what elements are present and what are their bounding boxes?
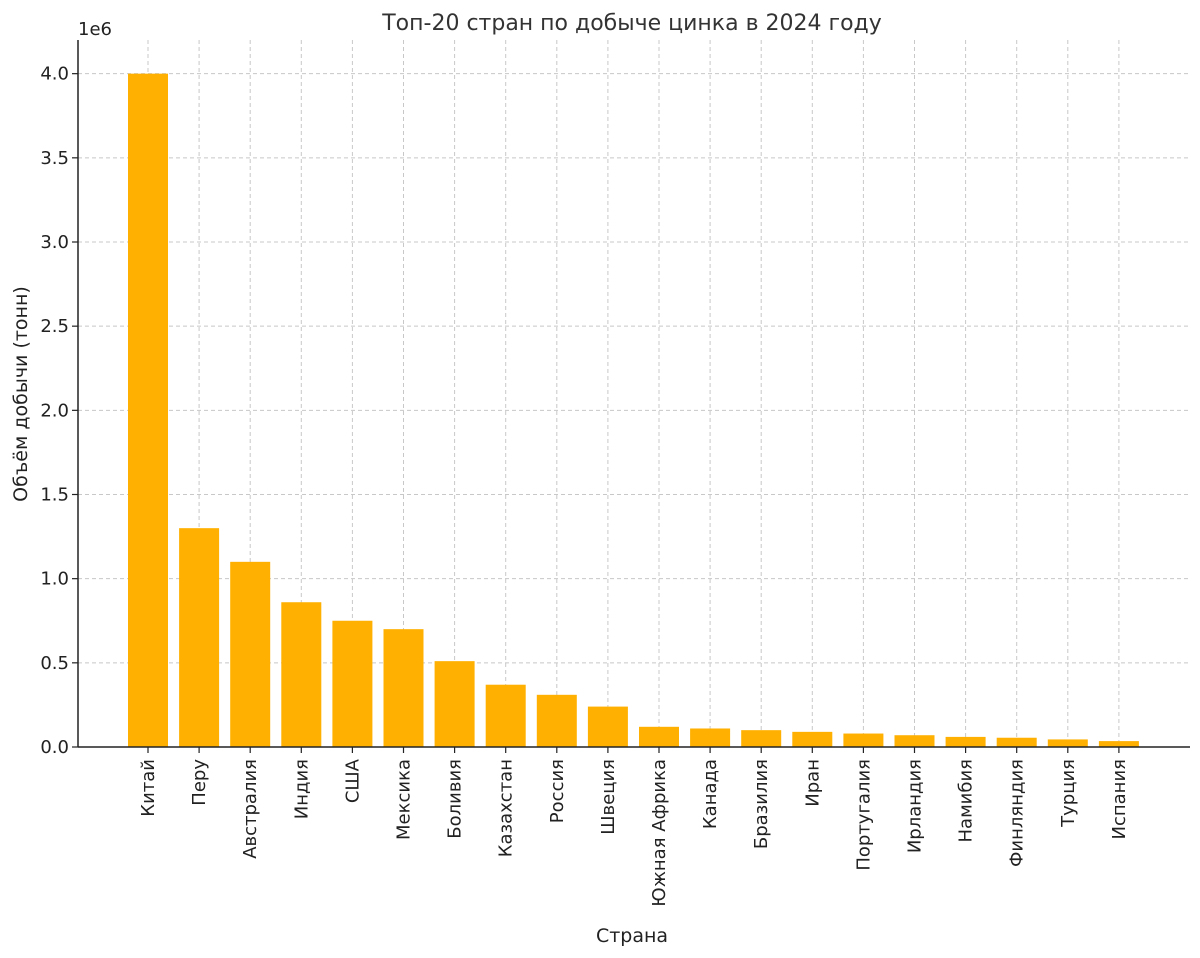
- y-tick-label: 3.0: [40, 232, 69, 253]
- y-tick-label: 0.0: [40, 737, 69, 758]
- x-tick-label: Индия: [291, 759, 312, 819]
- y-tick-label: 1.5: [40, 485, 69, 506]
- x-tick-label: Австралия: [240, 759, 261, 859]
- y-tick-layer: 0.0 0.5 1.0 1.5 2.0 2.5 3.0 3.5 4.0: [40, 64, 78, 758]
- x-tick-label: Мексика: [394, 759, 415, 840]
- y-offset-label: 1e6: [78, 19, 112, 40]
- x-tick-label: Россия: [547, 759, 568, 823]
- bar: [128, 73, 168, 747]
- x-tick-label: США: [342, 758, 363, 803]
- x-tick-label: Испания: [1109, 759, 1130, 839]
- bar: [485, 684, 526, 747]
- bar: [434, 661, 475, 747]
- x-tick-layer: Китай Перу Австралия Индия США Мексика Боливия…: [138, 747, 1130, 907]
- x-tick-label: Намибия: [956, 759, 977, 842]
- bar: [536, 694, 577, 747]
- x-tick-label: Иран: [802, 759, 823, 807]
- y-tick-label: 2.0: [40, 400, 69, 421]
- bar: [639, 726, 679, 747]
- y-tick-label: 0.5: [40, 653, 69, 674]
- x-tick-label: Южная Африка: [649, 759, 670, 907]
- x-tick-label: Бразилия: [751, 759, 772, 849]
- bar: [945, 736, 986, 747]
- bar: [383, 629, 424, 747]
- x-tick-label: Финляндия: [1007, 759, 1028, 867]
- y-tick-label: 4.0: [40, 64, 69, 85]
- bar: [230, 561, 271, 747]
- bar: [843, 733, 884, 747]
- x-tick-label: Канада: [700, 759, 721, 829]
- bar: [1098, 741, 1139, 747]
- bar: [894, 735, 935, 747]
- x-axis-title: Страна: [596, 925, 668, 947]
- bar: [179, 528, 220, 747]
- x-tick-label: Швеция: [598, 759, 619, 835]
- y-tick-label: 1.0: [40, 569, 69, 590]
- x-tick-label: Китай: [138, 759, 159, 817]
- bar: [741, 730, 782, 747]
- bar: [690, 728, 731, 747]
- y-tick-label: 3.5: [40, 148, 69, 169]
- x-tick-label: Перу: [189, 759, 210, 806]
- x-tick-label: Португалия: [853, 759, 874, 871]
- y-axis-title: Объём добычи (тонн): [10, 286, 32, 502]
- bar: [332, 620, 373, 747]
- bar-layer: [128, 73, 1139, 747]
- y-tick-label: 2.5: [40, 316, 69, 337]
- chart-title: Топ-20 стран по добыче цинка в 2024 году: [381, 11, 882, 36]
- bar: [792, 731, 833, 747]
- bar: [996, 737, 1037, 747]
- x-tick-label: Боливия: [445, 759, 466, 839]
- bar: [587, 706, 628, 747]
- bar: [1047, 739, 1088, 747]
- x-tick-label: Ирландия: [905, 759, 926, 853]
- bar: [281, 602, 322, 747]
- x-tick-label: Казахстан: [496, 759, 517, 857]
- x-tick-label: Турция: [1058, 759, 1079, 828]
